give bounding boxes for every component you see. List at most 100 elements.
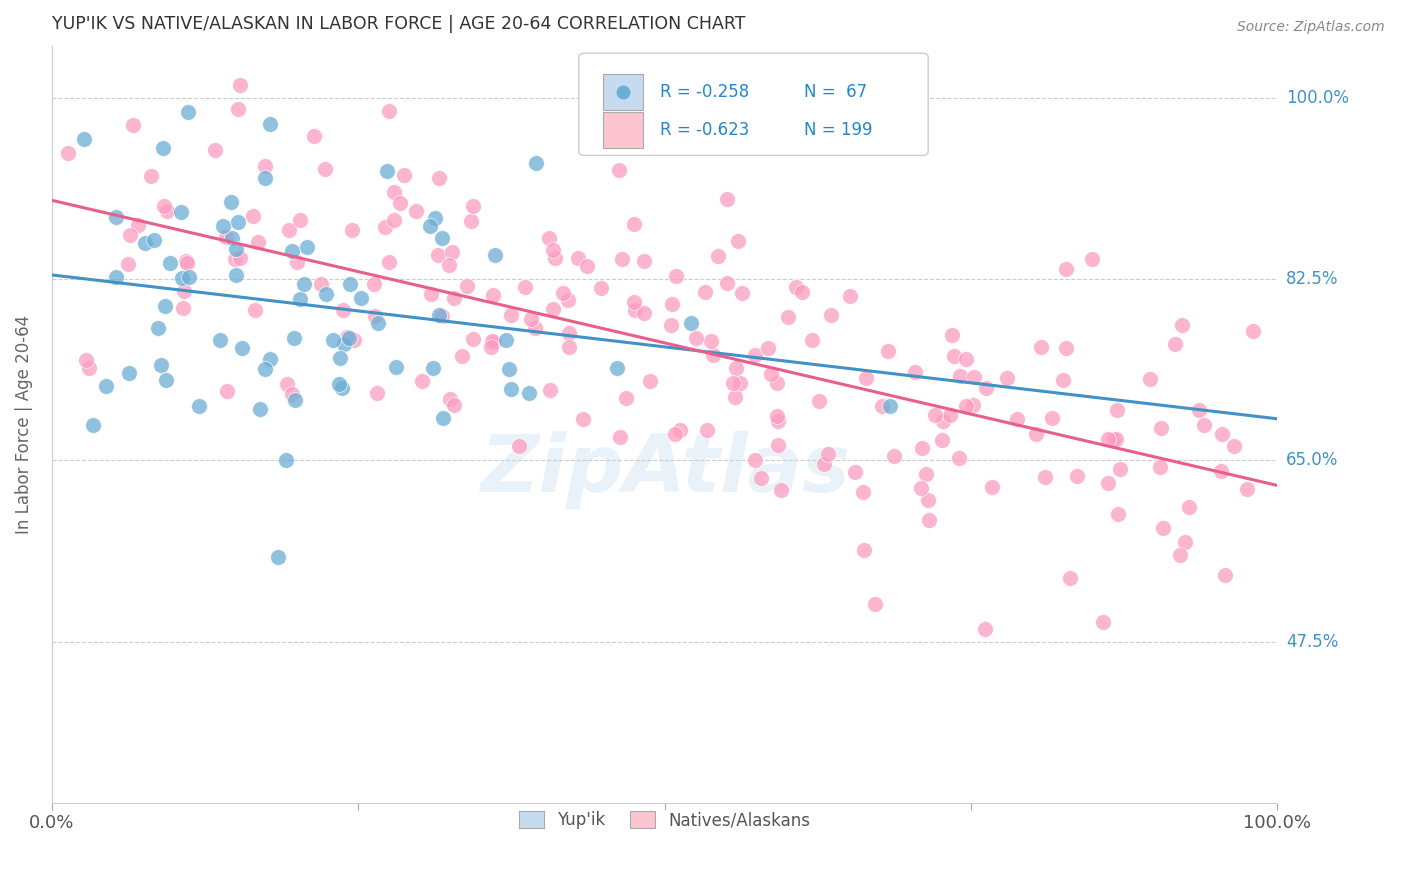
Point [524,156,547,170]
Point [1097,433,1119,447]
Point [939,409,962,423]
Point [1188,403,1211,417]
Point [441,245,464,260]
Point [443,292,465,306]
Point [1211,464,1233,478]
Point [281,244,304,258]
Point [259,116,281,130]
Point [607,162,630,177]
Point [1107,403,1129,417]
Point [340,222,363,236]
Point [287,255,309,269]
Point [537,231,560,245]
Point [1005,411,1028,425]
Point [481,334,503,348]
Point [482,334,505,349]
Point [77,360,100,375]
Point [172,301,194,315]
Point [332,303,354,318]
Point [852,542,875,557]
Point [963,370,986,384]
Point [766,438,789,452]
Point [211,219,233,233]
Point [1054,262,1077,277]
Point [427,248,450,262]
Point [276,453,298,467]
Point [484,248,506,262]
Point [980,480,1002,494]
Point [127,218,149,232]
Point [254,171,277,186]
Point [336,330,359,344]
Point [1052,373,1074,387]
Point [813,457,835,471]
Point [995,371,1018,385]
Point [231,341,253,355]
Point [696,423,718,437]
Point [541,301,564,316]
Point [1080,252,1102,266]
Point [633,306,655,320]
Point [430,231,453,245]
Point [1211,427,1233,442]
Point [439,258,461,272]
Point [290,213,312,227]
Text: 82.5%: 82.5% [1286,270,1339,288]
Point [314,162,336,177]
Point [955,352,977,367]
FancyBboxPatch shape [603,112,643,148]
Point [254,361,277,376]
Point [1150,421,1173,435]
Point [508,439,530,453]
Point [572,412,595,426]
Point [1109,462,1132,476]
Point [1149,460,1171,475]
Point [363,277,385,291]
Point [614,391,637,405]
Point [727,234,749,248]
Point [1192,417,1215,432]
Point [118,366,141,380]
FancyBboxPatch shape [579,54,928,155]
Point [943,349,966,363]
Point [1097,475,1119,490]
Point [499,308,522,322]
Point [339,331,361,345]
Point [567,251,589,265]
Point [1223,439,1246,453]
Point [606,360,628,375]
Point [941,328,963,343]
Point [461,332,484,346]
Point [1033,469,1056,483]
Point [633,254,655,268]
Point [247,235,270,249]
Point [1029,340,1052,354]
Point [693,285,716,300]
Point [904,365,927,379]
Point [209,333,232,347]
Point [609,429,631,443]
Point [221,231,243,245]
Point [315,287,337,301]
Point [427,170,450,185]
Point [820,309,842,323]
Point [153,299,176,313]
Point [575,259,598,273]
Point [1236,482,1258,496]
Point [766,409,789,423]
Point [176,253,198,268]
Point [883,449,905,463]
Point [910,481,932,495]
Point [56,146,79,161]
Point [558,326,581,340]
Point [1213,567,1236,582]
Point [76,353,98,368]
Point [1102,432,1125,446]
Point [350,291,373,305]
Point [374,220,396,235]
Point [302,128,325,143]
Point [623,294,645,309]
Point [226,214,249,228]
Point [664,426,686,441]
Point [538,383,561,397]
